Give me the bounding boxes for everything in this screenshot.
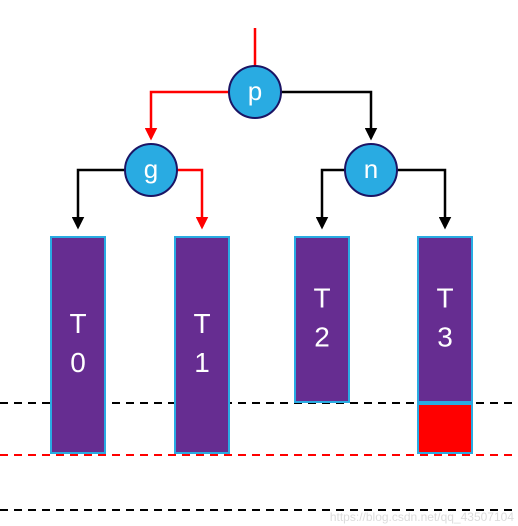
node-g: g bbox=[125, 144, 177, 196]
edge-g_to_T0 bbox=[78, 170, 125, 227]
bar-label-T0: T bbox=[69, 308, 86, 339]
node-label-n: n bbox=[364, 154, 378, 184]
edge-p_to_n bbox=[281, 92, 371, 138]
bar-label-T3: T bbox=[436, 282, 453, 313]
bar-label-T3: 3 bbox=[437, 321, 453, 352]
bar-label-T1: 1 bbox=[194, 347, 210, 378]
node-n: n bbox=[345, 144, 397, 196]
bar-label-T0: 0 bbox=[70, 347, 86, 378]
bar-T3ext bbox=[418, 404, 472, 453]
bar-T1: T1 bbox=[175, 237, 229, 453]
bar-T2: T2 bbox=[295, 237, 349, 402]
node-label-g: g bbox=[144, 154, 158, 184]
node-label-p: p bbox=[248, 76, 262, 106]
bar-label-T2: T bbox=[313, 282, 330, 313]
node-p: p bbox=[229, 66, 281, 118]
edge-p_to_g bbox=[151, 92, 229, 138]
bar-label-T1: T bbox=[193, 308, 210, 339]
bar-T0: T0 bbox=[51, 237, 105, 453]
bar-T3: T3 bbox=[418, 237, 472, 402]
bar-label-T2: 2 bbox=[314, 321, 330, 352]
diagram-canvas: T0T1T2T3pgn bbox=[0, 0, 518, 526]
edge-g_to_T1 bbox=[177, 170, 202, 227]
edge-n_to_T2 bbox=[322, 170, 345, 227]
edge-n_to_T3 bbox=[397, 170, 445, 227]
